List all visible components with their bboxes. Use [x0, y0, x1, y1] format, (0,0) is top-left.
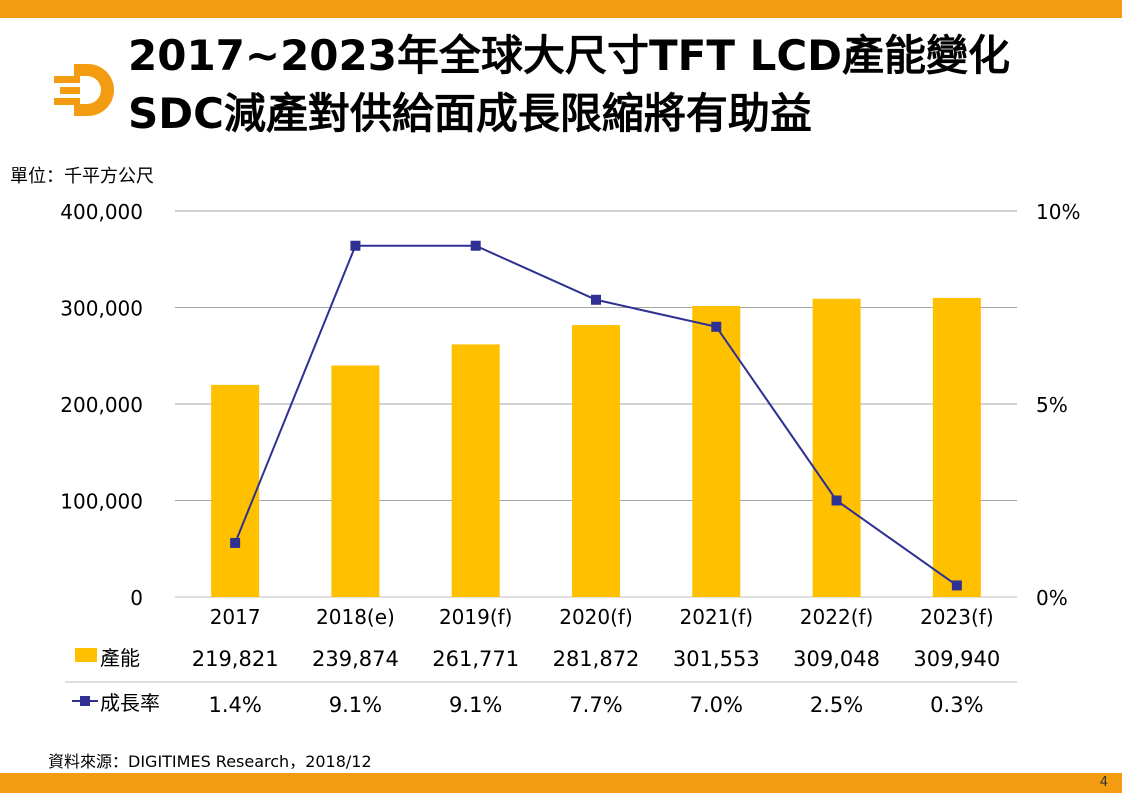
page-number: 4	[1099, 775, 1108, 790]
category-label: 2023(f)	[920, 605, 994, 629]
y-left-tick-label: 300,000	[60, 297, 143, 321]
y-left-tick-label: 100,000	[60, 490, 143, 514]
bar	[932, 297, 981, 597]
capacity-value-cell: 239,874	[312, 647, 399, 671]
digitimes-logo-icon	[54, 64, 114, 116]
growth-value-cell: 9.1%	[329, 693, 382, 717]
y-right-tick-label: 0%	[1036, 586, 1068, 610]
capacity-value-cell: 301,553	[673, 647, 760, 671]
growth-value-cell: 0.3%	[930, 693, 983, 717]
capacity-value-cell: 309,048	[793, 647, 880, 671]
page-title-line-1: 2017~2023年全球大尺寸TFT LCD產能變化	[128, 31, 1011, 80]
growth-rate-point	[470, 240, 481, 251]
growth-value-cell: 7.0%	[690, 693, 743, 717]
bottom-accent-bar	[0, 773, 1122, 793]
top-accent-bar	[0, 0, 1122, 18]
source-note: 資料來源：DIGITIMES Research，2018/12	[48, 752, 372, 771]
growth-rate-point	[591, 294, 601, 305]
legend-bar-swatch	[75, 648, 97, 662]
growth-rate-point	[831, 495, 842, 506]
capacity-value-cell: 309,940	[913, 647, 1000, 671]
capacity-value-cell: 261,771	[432, 647, 519, 671]
growth-value-cell: 9.1%	[449, 693, 502, 717]
unit-label: 單位：千平方公尺	[10, 166, 154, 187]
category-label: 2018(e)	[316, 605, 395, 629]
growth-rate-point	[230, 537, 241, 548]
growth-value-cell: 7.7%	[569, 693, 622, 717]
legend-capacity-label: 產能	[100, 646, 140, 670]
bar	[812, 298, 861, 597]
bar	[451, 344, 500, 597]
growth-value-cell: 1.4%	[208, 693, 261, 717]
capacity-value-cell: 219,821	[192, 647, 279, 671]
category-label: 2019(f)	[439, 605, 513, 629]
legend-line-marker	[80, 696, 90, 706]
category-label: 2021(f)	[680, 605, 754, 629]
y-right-tick-label: 10%	[1036, 200, 1080, 224]
growth-value-cell: 2.5%	[810, 693, 863, 717]
growth-rate-point	[711, 321, 722, 332]
capacity-value-cell: 281,872	[553, 647, 640, 671]
bar	[572, 324, 620, 597]
legend-growth-label: 成長率	[100, 691, 160, 715]
bar	[331, 365, 380, 597]
growth-rate-point	[951, 580, 962, 591]
page-title-line-2: SDC減產對供給面成長限縮將有助益	[128, 89, 812, 138]
category-label: 2020(f)	[559, 605, 633, 629]
bar	[692, 306, 741, 597]
category-label: 2022(f)	[800, 605, 874, 629]
category-label: 2017	[210, 605, 261, 629]
y-left-tick-label: 400,000	[60, 200, 143, 224]
y-left-tick-label: 0	[130, 586, 143, 610]
y-left-tick-label: 200,000	[60, 393, 143, 417]
bar	[211, 384, 260, 597]
growth-rate-point	[350, 240, 361, 251]
y-right-tick-label: 5%	[1036, 393, 1068, 417]
